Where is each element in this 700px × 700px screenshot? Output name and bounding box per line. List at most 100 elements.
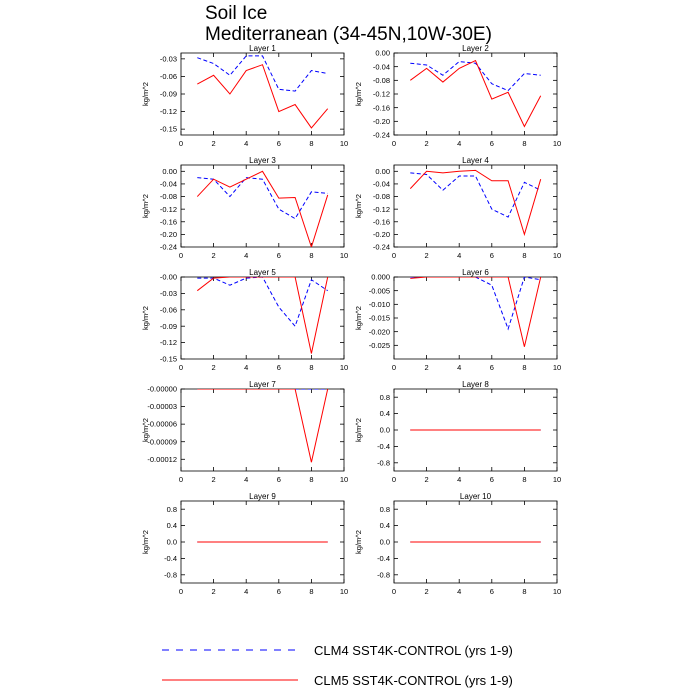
x-tick-label: 8 [522,475,526,484]
series-clm4-line [197,55,328,92]
series-clm4-line [197,177,328,220]
x-tick-label: 10 [553,251,561,260]
y-tick-label: -0.03 [160,54,177,63]
y-tick-label: -0.09 [160,90,177,99]
x-tick-label: 4 [244,587,248,596]
y-tick-label: -0.08 [373,192,390,201]
y-tick-label: -0.12 [373,205,390,214]
panel-title: Layer 10 [460,492,492,501]
series-clm4-line [410,277,541,331]
y-tick-label: -0.15 [160,125,177,134]
y-tick-label: -0.010 [369,300,390,309]
panel-title: Layer 8 [462,380,489,389]
x-tick-label: 2 [425,363,429,372]
y-axis-label: kg/m^2 [354,418,363,442]
legend-clm5-label: CLM5 SST4K-CONTROL (yrs 1-9) [314,673,513,688]
y-tick-label: 0.0 [167,538,177,547]
y-axis-label: kg/m^2 [141,418,150,442]
plot-frame [180,164,345,248]
x-tick-label: 10 [553,363,561,372]
x-tick-label: 6 [490,475,494,484]
x-tick-label: 8 [309,139,313,148]
y-tick-label: 0.0 [380,426,390,435]
y-tick-label: 0.8 [380,505,390,514]
y-tick-label: -0.4 [377,442,390,451]
x-tick-label: 6 [490,139,494,148]
x-tick-label: 6 [277,139,281,148]
x-tick-label: 4 [457,587,461,596]
x-tick-label: 8 [522,363,526,372]
panel-layer-10: Layer 10 0 2 4 6 8 10 -0.8 -0.4 0.0 0.4 0.8 kg/m^2 [354,492,561,596]
plot-frame [180,276,345,360]
y-tick-label: -0.00003 [147,402,177,411]
x-tick-label: 2 [212,363,216,372]
y-axis-label: kg/m^2 [354,306,363,330]
y-tick-label: -0.03 [160,289,177,298]
x-tick-label: 10 [553,587,561,596]
y-tick-label: -0.04 [373,62,390,71]
y-tick-label: -0.8 [164,570,177,579]
x-tick-label: 2 [212,475,216,484]
panel-title: Layer 2 [462,44,489,53]
y-tick-label: -0.20 [373,117,390,126]
y-tick-label: -0.16 [373,103,390,112]
y-axis-label: kg/m^2 [354,530,363,554]
panel-title: Layer 1 [249,44,276,53]
x-tick-label: 4 [244,139,248,148]
x-tick-label: 2 [425,587,429,596]
panel-layer-2: Layer 2 0 2 4 6 8 10 -0.24 -0.20 -0.16 -0.12 -0.08 -… [354,44,561,148]
y-tick-label: -0.15 [160,355,177,364]
panel-title: Layer 3 [249,156,276,165]
panel-title: Layer 7 [249,380,276,389]
y-axis-label: kg/m^2 [141,194,150,218]
series-clm4-line [410,61,541,92]
x-tick-label: 0 [179,251,183,260]
y-axis-label: kg/m^2 [354,82,363,106]
x-tick-label: 8 [309,363,313,372]
x-tick-label: 10 [553,139,561,148]
y-tick-label: -0.24 [373,131,390,140]
y-tick-label: -0.00006 [147,420,177,429]
x-tick-label: 8 [522,587,526,596]
series-clm5-line [410,277,542,347]
x-tick-label: 0 [392,139,396,148]
y-tick-label: -0.06 [160,305,177,314]
x-tick-label: 8 [309,587,313,596]
x-tick-label: 10 [340,251,348,260]
y-tick-label: -0.4 [377,554,390,563]
y-axis-label: kg/m^2 [141,530,150,554]
series-clm4-line [410,172,541,218]
y-tick-label: -0.025 [369,341,390,350]
x-tick-label: 4 [244,363,248,372]
y-tick-label: 0.4 [167,521,177,530]
y-tick-label: -0.08 [373,76,390,85]
y-tick-label: 0.4 [380,409,390,418]
series-clm5-line [196,170,329,247]
x-tick-label: 4 [457,251,461,260]
panel-layer-7: Layer 7 0 2 4 6 8 10 -0.00012 -0.00009 -0.00006 -0… [141,380,348,484]
y-tick-label: -0.8 [377,570,390,579]
x-tick-label: 6 [277,475,281,484]
series-clm5-line [197,389,329,463]
x-tick-label: 0 [392,251,396,260]
x-tick-label: 8 [522,139,526,148]
x-tick-label: 10 [340,139,348,148]
x-tick-label: 10 [340,587,348,596]
y-tick-label: -0.4 [164,554,177,563]
x-tick-label: 4 [457,139,461,148]
panel-layer-5: Layer 5 0 2 4 6 8 10 -0.15 -0.12 -0.09 -0.06 -0.03 -… [141,268,348,372]
x-tick-label: 0 [392,475,396,484]
y-tick-label: -0.005 [369,286,390,295]
series-clm5-line [409,169,542,237]
plot-frame [393,52,558,136]
x-tick-label: 2 [425,251,429,260]
y-tick-label: -0.09 [160,322,177,331]
x-tick-label: 4 [244,475,248,484]
y-tick-label: -0.06 [160,72,177,81]
y-tick-label: -0.8 [377,458,390,467]
y-tick-label: 0.00 [162,167,177,176]
plot-frame [180,388,345,472]
panel-title: Layer 6 [462,268,489,277]
x-tick-label: 0 [392,587,396,596]
panel-title: Layer 4 [462,156,489,165]
